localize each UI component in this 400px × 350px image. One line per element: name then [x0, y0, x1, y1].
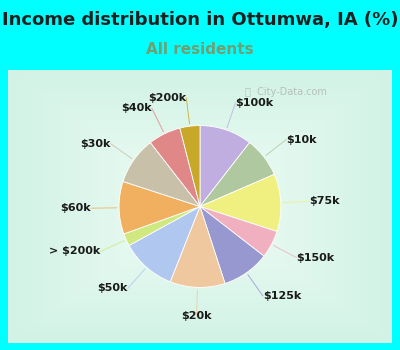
Wedge shape — [119, 182, 200, 234]
Text: $50k: $50k — [97, 284, 128, 293]
Wedge shape — [170, 206, 225, 287]
Text: $150k: $150k — [296, 253, 335, 262]
Text: $10k: $10k — [286, 134, 317, 145]
Text: ⓘ  City-Data.com: ⓘ City-Data.com — [244, 87, 326, 97]
Text: > $200k: > $200k — [49, 246, 100, 257]
Wedge shape — [200, 206, 264, 284]
Text: $20k: $20k — [181, 311, 212, 321]
Wedge shape — [123, 142, 200, 206]
Wedge shape — [180, 126, 200, 206]
Text: $125k: $125k — [263, 291, 301, 301]
Wedge shape — [200, 174, 281, 231]
Text: Income distribution in Ottumwa, IA (%): Income distribution in Ottumwa, IA (%) — [2, 10, 398, 28]
Text: $40k: $40k — [121, 103, 152, 113]
Wedge shape — [200, 206, 277, 256]
Text: $75k: $75k — [309, 196, 340, 206]
Text: $100k: $100k — [235, 98, 274, 108]
Wedge shape — [129, 206, 200, 282]
Text: All residents: All residents — [146, 42, 254, 57]
Text: $60k: $60k — [60, 203, 91, 213]
Wedge shape — [200, 126, 250, 206]
Text: $200k: $200k — [148, 93, 186, 103]
Wedge shape — [200, 142, 274, 206]
Wedge shape — [150, 128, 200, 206]
Wedge shape — [124, 206, 200, 245]
Text: $30k: $30k — [80, 139, 111, 149]
